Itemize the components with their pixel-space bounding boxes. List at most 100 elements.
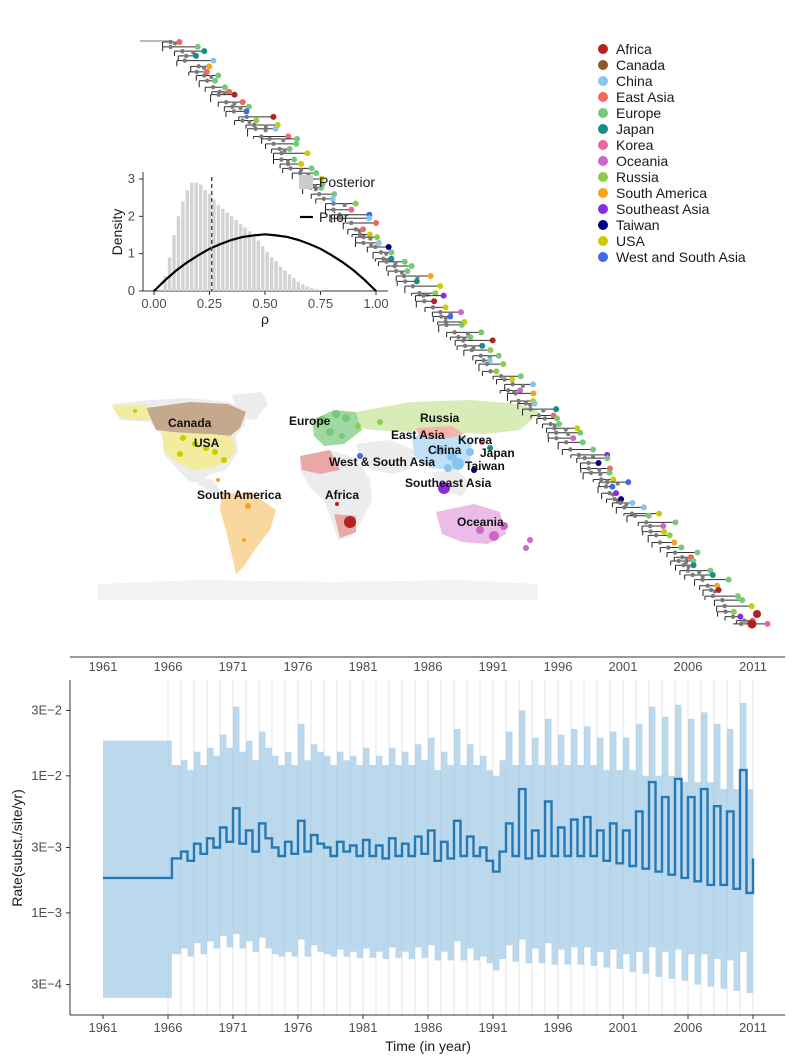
tree-node — [461, 338, 466, 343]
posterior-bar — [301, 284, 305, 291]
tree-tip — [618, 496, 625, 503]
tree-node — [484, 361, 490, 367]
map-point — [523, 545, 529, 551]
tree-tip — [308, 165, 315, 172]
inset-y-tick-label: 0 — [128, 283, 135, 298]
tree-tip — [201, 48, 208, 55]
legend-dot-usa — [598, 236, 608, 246]
tree-tip — [489, 337, 496, 344]
tree-node — [597, 467, 602, 472]
rate-chart: 1961 1966 1971 1976 1981 1986 1991 1996 2001 2006… — [9, 680, 785, 1054]
map-label-russia: Russia — [420, 411, 460, 425]
tree-tip — [304, 150, 311, 157]
tree-tip — [206, 63, 213, 70]
tree-node — [588, 470, 594, 475]
tree-tip — [253, 117, 260, 124]
tree-node — [282, 148, 287, 153]
rate-x-label: Time (in year) — [385, 1038, 471, 1054]
tree-node — [632, 513, 638, 518]
rate-median-line — [103, 768, 755, 895]
posterior-bar — [314, 289, 318, 291]
tree-node — [337, 215, 342, 221]
tree-time-axis: 1961 1966 1971 1976 1981 1986 1991 1996 2001 2006… — [70, 656, 785, 674]
tree-node — [697, 570, 702, 575]
rate-y-tick-label: 3E−2 — [31, 702, 62, 717]
tree-node — [552, 426, 557, 431]
tree-node — [209, 74, 214, 79]
rate-y-ticks: 3E−4 1E−3 3E−3 1E−2 3E−2 — [31, 702, 70, 992]
posterior-bar — [265, 251, 269, 291]
rate-y-tick-label: 1E−2 — [31, 768, 62, 783]
tree-tip — [373, 219, 380, 226]
tree-tip — [388, 255, 395, 262]
map-point — [133, 409, 137, 413]
tree-node — [705, 583, 710, 589]
tree-tip — [500, 361, 507, 368]
rate-x-tick-label: 1986 — [414, 1020, 443, 1035]
tree-node — [576, 452, 582, 458]
map-point — [335, 502, 339, 506]
tree-node — [686, 564, 691, 569]
map-southeast-asia — [432, 470, 470, 496]
tree-node — [247, 120, 252, 125]
legend-label-europe: Europe — [616, 105, 661, 121]
tree-node — [439, 314, 444, 319]
tree-node — [720, 597, 725, 603]
map-label-west-south-asia: West & South Asia — [329, 455, 435, 469]
tree-node — [349, 220, 354, 226]
legend-dot-russia — [598, 172, 608, 182]
posterior-bar — [234, 220, 238, 291]
map-point — [332, 410, 340, 418]
inset-y-tick-label: 2 — [128, 208, 135, 223]
tree-axis-tick-label: 1991 — [479, 659, 508, 674]
map-label-usa: USA — [194, 436, 220, 450]
map-point — [377, 419, 383, 425]
tree-node — [444, 322, 449, 328]
tree-tip — [574, 425, 581, 432]
tree-node — [502, 377, 507, 382]
tree-node — [422, 299, 427, 304]
tree-node — [528, 406, 533, 412]
posterior-bar — [283, 270, 287, 291]
tree-node — [353, 227, 359, 232]
map-sample-points — [133, 409, 533, 551]
tree-tip — [730, 608, 737, 615]
tree-node — [313, 183, 318, 188]
tree-node — [361, 234, 366, 240]
tree-node — [410, 283, 416, 289]
phylogenetic-tree — [140, 38, 771, 629]
tree-tip — [640, 504, 647, 511]
tree-node — [516, 398, 521, 404]
legend-label-taiwan: Taiwan — [616, 217, 660, 233]
tree-node — [742, 618, 747, 623]
map-point — [466, 448, 474, 456]
legend-dot-europe — [598, 108, 608, 118]
tree-tip — [291, 156, 298, 163]
tree-tip — [666, 532, 673, 539]
tree-node — [510, 382, 515, 387]
tree-tip — [193, 52, 200, 59]
map-point — [444, 464, 452, 472]
tree-tip — [495, 352, 502, 359]
tree-node — [700, 577, 705, 582]
tree-tip — [725, 576, 732, 583]
tree-node — [357, 232, 363, 237]
tree-node — [730, 614, 736, 619]
tree-node — [299, 167, 304, 172]
legend-label-oceania: Oceania — [616, 153, 668, 169]
tree-tip — [764, 620, 771, 627]
tree-node — [421, 293, 426, 298]
tree-node — [279, 151, 284, 156]
posterior-bar — [207, 193, 212, 291]
rate-y-label: Rate(subst./site/yr) — [9, 789, 25, 906]
tree-tip — [625, 479, 632, 486]
legend-label-korea: Korea — [616, 137, 654, 153]
rate-x-tick-label: 1966 — [154, 1020, 183, 1035]
tree-tip — [678, 544, 685, 551]
tree-node — [680, 555, 685, 560]
tree-node — [267, 136, 272, 142]
tree-node — [599, 477, 604, 482]
tree-tip — [656, 510, 663, 517]
tree-node — [615, 481, 620, 486]
tree-tip — [360, 226, 367, 233]
